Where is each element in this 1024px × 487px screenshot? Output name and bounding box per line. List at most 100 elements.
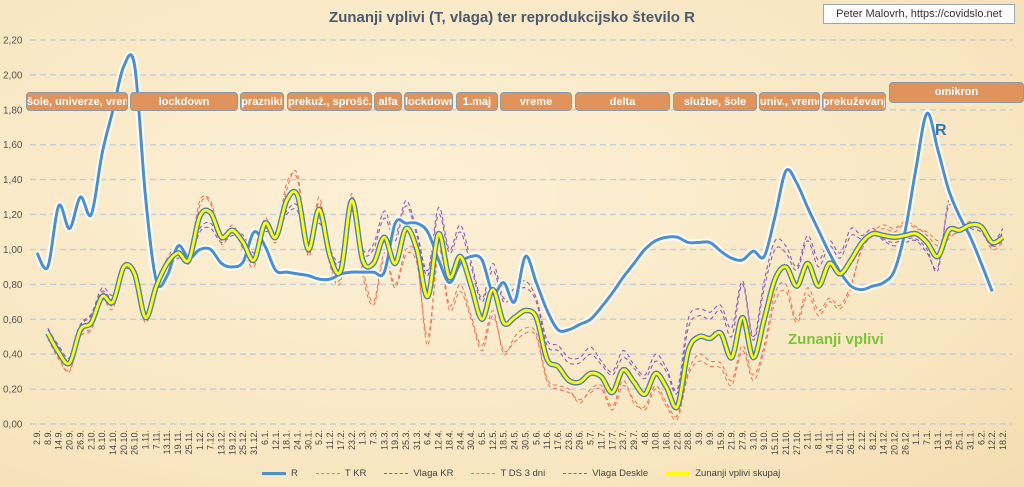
x-tick-label: 23.7. xyxy=(618,430,628,450)
x-tick-label: 9.9. xyxy=(705,430,715,445)
period-label: prekuž., sprošč. xyxy=(287,92,372,111)
x-tick-label: 7.3. xyxy=(368,430,378,445)
x-tick-label: 27.10. xyxy=(792,430,802,455)
legend-item-vlaga-kr: Vlaga KR xyxy=(384,468,453,479)
x-tick-label: 20.10. xyxy=(119,430,129,455)
x-tick-label: 13.1. xyxy=(933,430,943,450)
x-tick-label: 5.6. xyxy=(531,430,541,445)
legend-label: R xyxy=(291,468,298,479)
series-line-vlaga-kr xyxy=(47,203,1004,395)
x-tick-label: 24.4. xyxy=(455,430,465,450)
x-tick-label: 19.3. xyxy=(390,430,400,450)
legend-label: Vlaga Deskle xyxy=(592,468,649,479)
x-tick-label: 10.8. xyxy=(651,430,661,450)
legend-item-zunanji: Zunanji vplivi skupaj xyxy=(666,468,780,479)
x-tick-label: 25.12. xyxy=(238,430,248,455)
x-tick-label: 27.9. xyxy=(738,430,748,450)
x-tick-label: 22.8. xyxy=(672,430,682,450)
period-label: lockdown xyxy=(130,92,238,111)
x-tick-label: 18.4. xyxy=(444,430,454,450)
period-label: 1.maj xyxy=(456,92,498,111)
x-tick-label: 4.8. xyxy=(640,430,650,445)
x-tick-label: 29.7. xyxy=(629,430,639,450)
x-tick-label: 26.12. xyxy=(900,430,910,455)
x-tick-label: 2.9. xyxy=(32,430,42,445)
legend-label: T KR xyxy=(344,468,367,479)
x-tick-label: 2.11. xyxy=(803,430,813,449)
period-label: univ., vreme xyxy=(759,92,820,111)
x-tick-label: 19.11. xyxy=(173,430,183,454)
legend-label: Zunanji vplivi skupaj xyxy=(695,468,781,479)
legend-item-r: R xyxy=(262,468,298,479)
x-tick-label: 8.9. xyxy=(43,430,53,445)
x-tick-label: 18.1. xyxy=(282,430,292,450)
x-tick-label: 26.11. xyxy=(846,430,856,454)
x-tick-label: 21.10. xyxy=(781,430,791,455)
x-tick-label: 17.6. xyxy=(553,430,563,450)
x-tick-label: 19.12. xyxy=(227,430,237,455)
x-tick-label: 1.1. xyxy=(911,430,921,445)
x-tick-label: 3.9. xyxy=(694,430,704,445)
x-tick-label: 30.1. xyxy=(303,430,313,450)
x-tick-label: 17.7. xyxy=(607,430,617,450)
x-tick-label: 20.12. xyxy=(889,430,899,455)
series-line-zunanji-vplivi-skupaj xyxy=(46,190,1004,410)
x-tick-label: 24.1. xyxy=(292,430,302,450)
period-label: delta xyxy=(575,92,670,111)
y-tick-label: 0,40 xyxy=(3,350,23,361)
x-tick-label: 14.12. xyxy=(879,430,889,455)
x-tick-label: 14.9. xyxy=(54,430,64,450)
period-label: prekuževanje xyxy=(822,92,886,111)
x-tick-label: 1.3. xyxy=(358,430,368,445)
x-tick-label: 1.12. xyxy=(195,430,205,450)
x-tick-label: 13.11. xyxy=(162,430,172,454)
y-tick-label: 0,60 xyxy=(3,315,23,326)
legend-label: T DS 3 dni xyxy=(500,468,546,479)
x-tick-label: 8.11. xyxy=(813,430,823,449)
x-tick-label: 11.7. xyxy=(596,430,606,449)
x-tick-label: 6.2. xyxy=(976,430,986,445)
chart-title: Zunanji vplivi (T, vlaga) ter reprodukci… xyxy=(329,9,695,26)
x-tick-label: 18.2. xyxy=(998,430,1008,450)
y-tick-label: 1,80 xyxy=(3,105,23,116)
period-label: službe, šole xyxy=(673,92,757,111)
x-tick-label: 15.9. xyxy=(716,430,726,450)
x-tick-label: 2.10. xyxy=(86,430,96,450)
series-line-vlaga-deskle xyxy=(47,198,1004,392)
x-tick-label: 29.6. xyxy=(575,430,585,450)
x-tick-label: 12.4. xyxy=(434,430,444,450)
x-tick-label: 30.4. xyxy=(466,430,476,450)
y-tick-label: 2,00 xyxy=(3,70,23,81)
x-tick-label: 30.5. xyxy=(520,430,530,450)
x-tick-label: 12.1. xyxy=(271,430,281,450)
x-tick-label: 13.3. xyxy=(379,430,389,450)
series-line-t-kr xyxy=(47,172,1004,418)
period-label: omikron xyxy=(889,82,1024,103)
y-tick-label: 1,60 xyxy=(3,140,23,151)
x-tick-label: 2.12. xyxy=(857,430,867,450)
x-tick-label: 15.10. xyxy=(770,430,780,455)
x-tick-label: 12.5. xyxy=(488,430,498,450)
zunanji-annotation: Zunanji vplivi xyxy=(788,331,884,348)
period-label: prazniki xyxy=(240,92,284,111)
x-tick-label: 7.11. xyxy=(151,430,161,449)
x-tick-label: 21.9. xyxy=(727,430,737,450)
x-tick-label: 25.1. xyxy=(955,430,965,450)
y-tick-label: 0,80 xyxy=(3,280,23,291)
x-tick-label: 20.11. xyxy=(835,430,845,454)
x-tick-label: 5.7. xyxy=(586,430,596,445)
x-tick-label: 18.5. xyxy=(499,430,509,450)
series-line-zunanji-vplivi-skupaj-outline xyxy=(45,188,1005,411)
legend-label: Vlaga KR xyxy=(413,468,454,479)
x-tick-label: 9.10. xyxy=(759,430,769,450)
x-tick-label: 7.12. xyxy=(206,430,216,450)
y-tick-label: 0,00 xyxy=(3,420,23,431)
period-label: alfa xyxy=(374,92,402,111)
x-tick-label: 11.2. xyxy=(325,430,335,449)
x-tick-label: 5.2. xyxy=(314,430,324,445)
y-tick-label: 1,20 xyxy=(3,210,23,221)
y-tick-label: 1,00 xyxy=(3,245,23,256)
x-tick-label: 17.2. xyxy=(336,430,346,450)
x-tick-label: 6.1. xyxy=(260,430,270,445)
